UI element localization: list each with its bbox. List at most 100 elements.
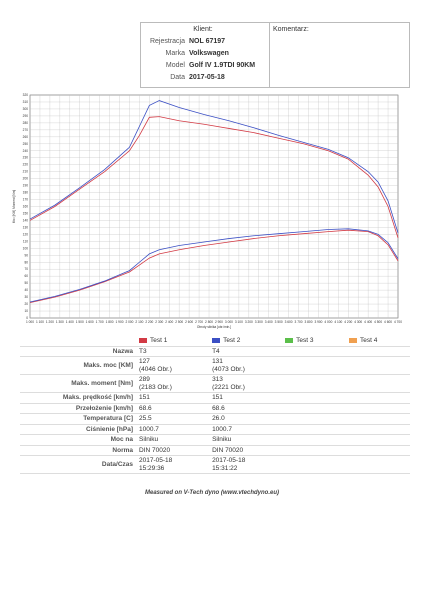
x-tick-label: 3 800 (304, 320, 312, 324)
y-tick-label: 310 (23, 100, 29, 104)
y-tick-label: 90 (24, 253, 28, 257)
y-tick-label: 60 (24, 274, 28, 278)
x-tick-label: 3 100 (235, 320, 243, 324)
x-tick-label: 3 600 (285, 320, 293, 324)
row-label: Data/Czas (20, 455, 136, 474)
x-tick-label: 1 000 (26, 320, 34, 324)
cell: DIN 70020 (136, 445, 210, 456)
y-tick-label: 190 (23, 184, 29, 188)
y-tick-label: 170 (23, 198, 29, 202)
y-tick-label: 280 (23, 121, 29, 125)
color-swatch (212, 337, 221, 343)
field-value: 2017-05-18 (189, 74, 225, 81)
table-row: Data/Czas 2017-05-18 15:29:36 2017-05-18 15:… (20, 455, 410, 474)
color-swatch (285, 337, 294, 343)
y-tick-label: 180 (23, 191, 29, 195)
y-tick-label: 80 (24, 260, 28, 264)
y-tick-label: 300 (23, 107, 29, 111)
x-tick-label: 4 200 (344, 320, 352, 324)
cell (282, 455, 347, 474)
x-tick-label: 4 600 (384, 320, 392, 324)
x-tick-label: 2 100 (135, 320, 143, 324)
cell-line: 1000.7 (212, 425, 232, 433)
series-line (29, 229, 399, 304)
field-value: NOL 67197 (189, 38, 226, 45)
y-tick-label: 20 (24, 302, 28, 306)
row-label: Temperatura [C] (20, 413, 136, 425)
table-row: Maks. moc [KM] 127 (4046 Obr.) 131 (4073 Obr… (20, 356, 410, 375)
row-label: Ciśnienie [hPa] (20, 424, 136, 435)
row-label: Maks. prędkość [km/h] (20, 392, 136, 404)
x-tick-label: 3 700 (295, 320, 303, 324)
cell: 151 (136, 392, 210, 404)
cell: 1000.7 (136, 424, 210, 435)
x-tick-label: 2 400 (165, 320, 173, 324)
cell (346, 356, 410, 375)
y-tick-label: 220 (23, 163, 29, 167)
cell: 1000.7 (209, 424, 283, 435)
x-tick-label: 4 400 (364, 320, 372, 324)
table-row: Nazwa T3 T4 (20, 346, 410, 357)
y-tick-label: 140 (23, 218, 29, 222)
y-tick-label: 120 (23, 232, 29, 236)
table-header: Test 1 Test 2 Test 3 Test 4 (20, 336, 410, 347)
table-row: Maks. moment [Nm] 289 (2183 Obr.) 313 (2221 … (20, 374, 410, 393)
cell: 127 (4046 Obr.) (136, 356, 210, 375)
y-tick-label: 10 (24, 309, 28, 313)
cell (282, 346, 347, 357)
client-label: Klient: (193, 26, 213, 33)
cell-line: 15:31:22 (212, 464, 238, 472)
table-row: Maks. prędkość [km/h] 151 151 (20, 392, 410, 404)
column-name: Test 3 (296, 337, 314, 344)
x-tick-label: 4 000 (324, 320, 332, 324)
cell-line: 25.5 (139, 415, 152, 422)
x-tick-label: 3 000 (225, 320, 233, 324)
cell (346, 455, 410, 474)
cell: Silniku (209, 434, 283, 446)
cell: 2017-05-18 15:31:22 (209, 455, 283, 474)
y-tick-label: 130 (23, 225, 29, 229)
series-line (29, 100, 399, 234)
x-tick-label: 1 300 (56, 320, 64, 324)
y-tick-label: 40 (24, 288, 28, 292)
row-label: Przełożenie [km/h] (20, 403, 136, 414)
cell-line: 68.6 (212, 404, 225, 412)
cell-line: 1000.7 (139, 425, 159, 433)
y-axis-label: Moc [KM] Moment [Nm] (12, 190, 16, 224)
series-line (29, 116, 399, 238)
x-tick-label: 1 600 (86, 320, 94, 324)
field-row: Marka Volkswagen (141, 50, 269, 57)
y-tick-label: 30 (24, 295, 28, 299)
table-row: Norma DIN 70020 DIN 70020 (20, 445, 410, 456)
x-tick-label: 2 300 (155, 320, 163, 324)
cell (282, 374, 347, 393)
color-swatch (139, 337, 147, 343)
cell: 313 (2221 Obr.) (209, 374, 283, 393)
cell-line: 151 (212, 394, 223, 401)
field-value: Volkswagen (189, 50, 229, 57)
cell: DIN 70020 (209, 445, 283, 456)
x-tick-label: 1 500 (76, 320, 84, 324)
y-tick-label: 270 (23, 128, 29, 132)
cell (282, 403, 347, 414)
x-tick-label: 1 100 (36, 320, 44, 324)
x-tick-label: 2 000 (125, 320, 133, 324)
column-name: Test 1 (150, 337, 168, 344)
y-tick-label: 320 (23, 93, 29, 97)
x-tick-label: 2 900 (215, 320, 223, 324)
column-header: Test 3 (282, 336, 347, 347)
table-row: Ciśnienie [hPa] 1000.7 1000.7 (20, 424, 410, 435)
cell-line: Silniku (212, 436, 232, 443)
field-label: Rejestracja (149, 38, 185, 45)
cell: 131 (4073 Obr.) (209, 356, 283, 375)
y-tick-label: 160 (23, 205, 29, 209)
cell (346, 346, 410, 357)
row-label: Maks. moc [KM] (20, 356, 136, 375)
row-label: Moc na (20, 434, 136, 446)
y-tick-label: 210 (23, 170, 29, 174)
x-tick-label: 2 200 (145, 320, 153, 324)
x-tick-label: 1 800 (106, 320, 114, 324)
x-tick-label: 4 500 (374, 320, 382, 324)
cell (282, 434, 347, 446)
cell-line: Silniku (139, 436, 159, 443)
